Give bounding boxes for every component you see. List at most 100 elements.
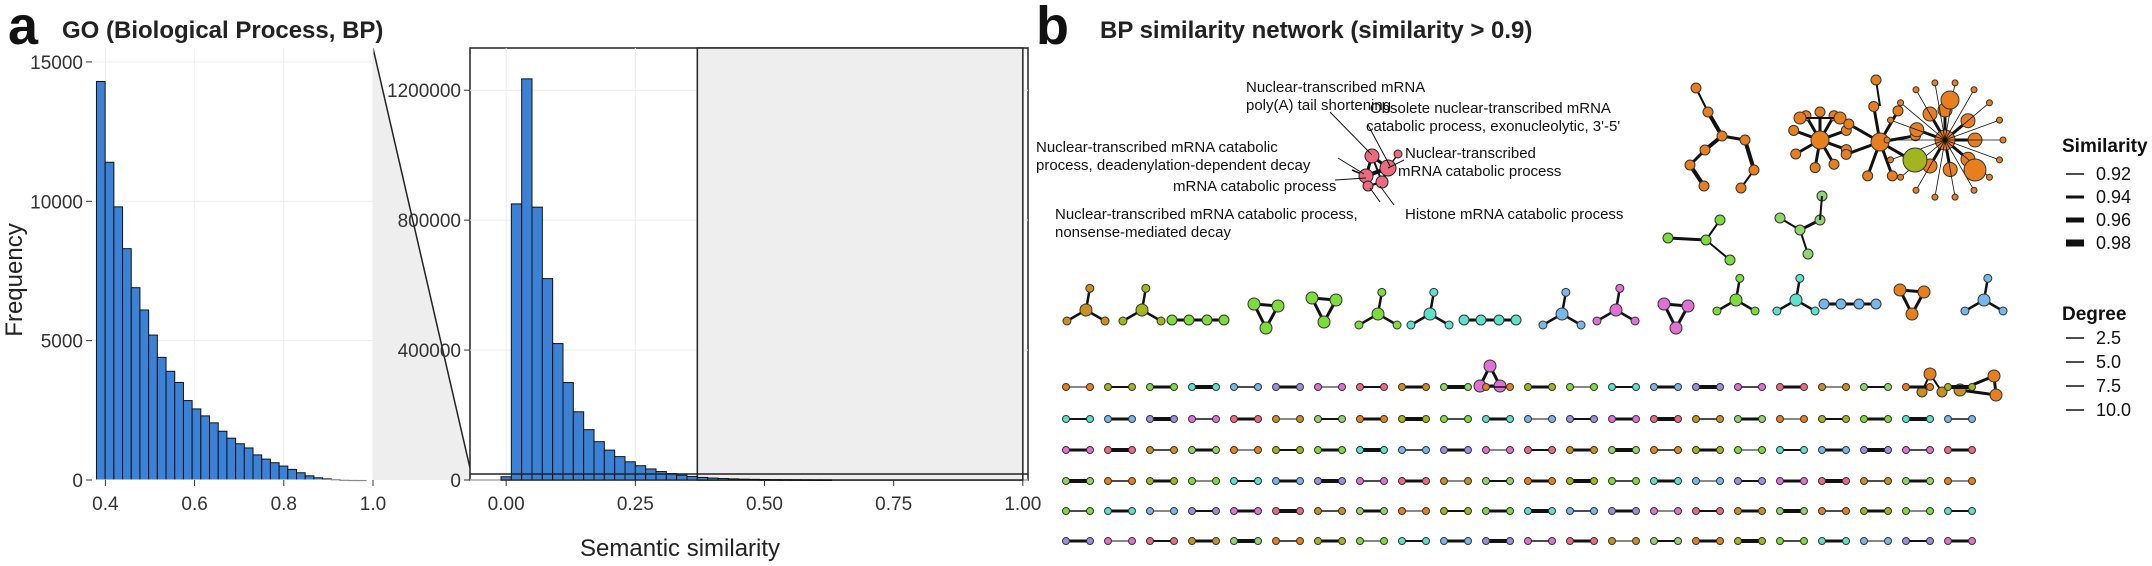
network-node: [1482, 415, 1490, 423]
network-node: [1356, 537, 1364, 545]
chart-1-histogram: 0.4 0.6 0.8 1.0 0 5000 10000 15000 Frequency: [1, 48, 386, 515]
network-node: [1828, 158, 1840, 170]
network-node: [1212, 446, 1220, 454]
network-node: [1734, 537, 1742, 545]
network-edge: [1944, 139, 1975, 191]
network-node: [1212, 507, 1220, 515]
network-node: [1776, 477, 1784, 485]
chart-1-bar: [269, 462, 280, 481]
network-node: [1146, 537, 1154, 545]
chart-2-bar: [531, 206, 543, 481]
chart-2-xtick-label: 0.75: [875, 494, 912, 515]
chart-2-bar: [789, 479, 802, 481]
network-node: [1818, 298, 1830, 310]
network-node: [1272, 477, 1280, 485]
network-node: [1669, 321, 1683, 335]
network-node: [1356, 507, 1364, 515]
network-node: [1931, 79, 1939, 87]
network-node: [1936, 386, 1948, 398]
network-node: [1681, 299, 1695, 313]
network-node: [1692, 507, 1700, 515]
network-node: [1566, 415, 1574, 423]
network-node: [1650, 507, 1658, 515]
network-node: [1212, 477, 1220, 485]
chart-2-bar: [541, 278, 554, 481]
network-node: [1884, 507, 1892, 515]
network-node: [1692, 477, 1700, 485]
network-node: [1482, 383, 1490, 391]
network-node: [1810, 130, 1830, 150]
chart-1-bar: [200, 415, 211, 481]
network-node: [1272, 537, 1280, 545]
network-node: [1524, 537, 1532, 545]
chart-1-xtick-label: 0.6: [181, 494, 207, 515]
network-node: [1086, 477, 1094, 485]
network-node: [1398, 415, 1406, 423]
chart-2-bar: [614, 456, 626, 481]
network-node: [1970, 86, 1978, 94]
network-node: [1985, 99, 1993, 107]
network-node: [1118, 316, 1128, 326]
chart-2-bar: [686, 475, 698, 481]
network-node: [1188, 537, 1196, 545]
network-edge: [1944, 139, 2000, 161]
network-node: [1548, 477, 1556, 485]
network-node: [1314, 507, 1322, 515]
network-node: [1356, 415, 1364, 423]
network-node: [1944, 537, 1952, 545]
network-node: [1734, 446, 1742, 454]
network-node: [1272, 415, 1280, 423]
network-node: [1615, 283, 1625, 293]
network-node: [1884, 537, 1892, 545]
network-edge: [1944, 119, 2000, 141]
network-node: [1296, 477, 1304, 485]
network-node: [1951, 193, 1959, 201]
network-node: [1818, 383, 1826, 391]
network-node: [1548, 537, 1556, 545]
network-node: [1062, 383, 1070, 391]
network-node: [1398, 383, 1406, 391]
network-node: [1464, 415, 1472, 423]
chart-1-bar: [287, 468, 298, 481]
network-node: [1650, 537, 1658, 545]
network-node: [1128, 415, 1136, 423]
network-node: [1608, 477, 1616, 485]
network-node: [1692, 446, 1700, 454]
network-node: [1440, 446, 1448, 454]
network-node: [1317, 315, 1331, 329]
annotation-nuclear-2: mRNA catabolic process: [1398, 163, 1561, 180]
network-node: [1464, 446, 1472, 454]
network-node: [1183, 314, 1195, 326]
network-node: [1170, 537, 1178, 545]
network-node: [1166, 314, 1178, 326]
network-node: [1912, 86, 1920, 94]
network-node: [1188, 477, 1196, 485]
network-node: [1776, 446, 1784, 454]
network-node: [1135, 303, 1149, 317]
network-node: [1254, 477, 1262, 485]
chart-1-bar: [165, 370, 176, 481]
network-edge: [1934, 139, 1946, 198]
network-node: [1814, 106, 1826, 118]
network-node: [1868, 101, 1880, 113]
network-node: [1314, 383, 1322, 391]
network-node: [1338, 537, 1346, 545]
chart-1-xtick-label: 0.4: [92, 494, 119, 515]
network-node: [1944, 507, 1952, 515]
network-node: [1692, 383, 1700, 391]
network-node: [1926, 507, 1934, 515]
network-node: [1860, 537, 1868, 545]
chart-2-bar: [655, 471, 667, 481]
network-node: [1100, 316, 1110, 326]
network-edge: [1819, 195, 1823, 221]
network-node: [1506, 507, 1514, 515]
chart-2-bar: [769, 479, 781, 481]
network-node: [1716, 507, 1724, 515]
network-node: [1810, 306, 1820, 316]
network-node: [1104, 537, 1112, 545]
panel-a-title: GO (Biological Process, BP): [62, 17, 383, 44]
network-node: [1296, 507, 1304, 515]
network-node: [1985, 173, 1993, 181]
network-edge: [1934, 82, 1946, 141]
network-node: [1062, 537, 1070, 545]
